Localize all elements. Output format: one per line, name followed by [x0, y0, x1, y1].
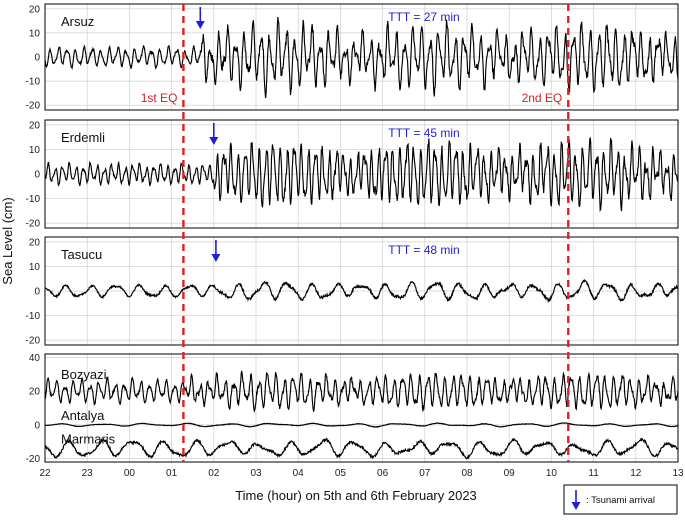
panel-frame: [44, 119, 679, 229]
x-tick-label: 10: [546, 468, 558, 479]
x-tick-label: 05: [335, 468, 347, 479]
y-tick-label: 0: [34, 170, 40, 181]
y-tick-label: -20: [26, 336, 41, 347]
panel-frame: [44, 236, 679, 346]
series-line-marmaris: [44, 437, 679, 460]
x-tick-label: 22: [39, 468, 51, 479]
eq-label-1: 1st EQ: [141, 91, 178, 105]
arrow-head: [211, 254, 221, 262]
x-tick-label: 01: [166, 468, 178, 479]
series-line-tasucu: [44, 278, 679, 304]
y-tick-label: -10: [26, 77, 41, 88]
y-tick-label: 20: [29, 4, 41, 15]
y-tick-label: -10: [26, 311, 41, 322]
x-tick-label: 02: [208, 468, 220, 479]
eq-label-2: 2nd EQ: [522, 91, 563, 105]
panel-frame: [44, 3, 679, 111]
arrow-head: [195, 21, 205, 29]
tsunami-arrival-arrow: [195, 7, 205, 29]
tsunami-arrival-arrow: [209, 123, 219, 145]
series-line-bozyazi: [44, 370, 679, 414]
station-label-bozyazi: Bozyazi: [61, 367, 107, 382]
station-label-marmaris: Marmaris: [61, 432, 116, 447]
ttt-label: TTT = 45 min: [388, 126, 459, 140]
station-label-arsuz: Arsuz: [61, 14, 94, 29]
earthquake-markers: 1st EQ 2nd EQ: [141, 4, 570, 462]
x-axis-label: Time (hour) on 5th and 6th February 2023: [235, 488, 477, 503]
tsunami-arrival-arrow: [211, 240, 221, 262]
x-tick-label: 07: [419, 468, 431, 479]
station-label-antalya: Antalya: [61, 408, 105, 423]
y-tick-label: 20: [29, 237, 41, 248]
x-tick-label: 08: [461, 468, 473, 479]
y-tick-label: 0: [34, 420, 40, 431]
panel-bozyazi-antalya-marmaris: 40 20 0 -20 Bozyazi Antalya Marmaris: [26, 353, 679, 465]
series-line-antalya: [44, 422, 678, 428]
panel-frame: [44, 353, 679, 463]
ttt-label: TTT = 48 min: [388, 243, 459, 257]
y-tick-label: 40: [29, 353, 41, 364]
y-tick-label: 20: [29, 120, 41, 131]
station-label-erdemli: Erdemli: [61, 130, 105, 145]
panel-erdemli: 20 10 0 -10 -20 Erdemli TTT = 45 min: [26, 119, 679, 230]
series-line-arsuz: [44, 17, 679, 99]
arrow-head: [209, 137, 219, 145]
y-tick-label: -10: [26, 194, 41, 205]
x-tick-label: 23: [82, 468, 94, 479]
station-label-tasucu: Tasucu: [61, 247, 102, 262]
series-line-erdemli: [44, 136, 679, 213]
x-tick-label: 04: [293, 468, 305, 479]
x-tick-label: 13: [672, 468, 684, 479]
y-tick-label: 10: [29, 145, 41, 156]
y-tick-label: 0: [34, 287, 40, 298]
x-tick-label: 09: [504, 468, 516, 479]
x-tick-label: 00: [124, 468, 136, 479]
panels-layer: 20 10 0 -10 -20 Arsuz TTT = 27 min 20 10 0 -10 -20 E…: [26, 3, 679, 465]
legend-label: : Tsunami arrival: [586, 495, 655, 506]
y-tick-label: 20: [29, 387, 41, 398]
tsunami-arrival-arrow-icon: [571, 490, 581, 510]
y-axis-label: Sea Level (cm): [0, 197, 15, 284]
x-axis-ticks: 22 23 00 01 02 03 04 05 06 07 08 09 10 11 12 13: [39, 468, 684, 479]
y-tick-label: -20: [26, 454, 41, 465]
panel-arsuz: 20 10 0 -10 -20 Arsuz TTT = 27 min: [26, 3, 679, 112]
x-tick-label: 12: [630, 468, 642, 479]
panel-tasucu: 20 10 0 -10 -20 Tasucu TTT = 48 min: [26, 236, 679, 347]
y-tick-label: 0: [34, 53, 40, 64]
y-tick-label: 10: [29, 262, 41, 273]
x-tick-label: 11: [588, 468, 599, 479]
y-tick-label: -20: [26, 101, 41, 112]
x-tick-label: 06: [377, 468, 389, 479]
legend-box: : Tsunami arrival: [563, 484, 678, 515]
y-tick-label: -20: [26, 219, 41, 230]
x-tick-label: 03: [250, 468, 262, 479]
y-tick-label: 10: [29, 28, 41, 39]
ttt-label: TTT = 27 min: [388, 10, 459, 24]
